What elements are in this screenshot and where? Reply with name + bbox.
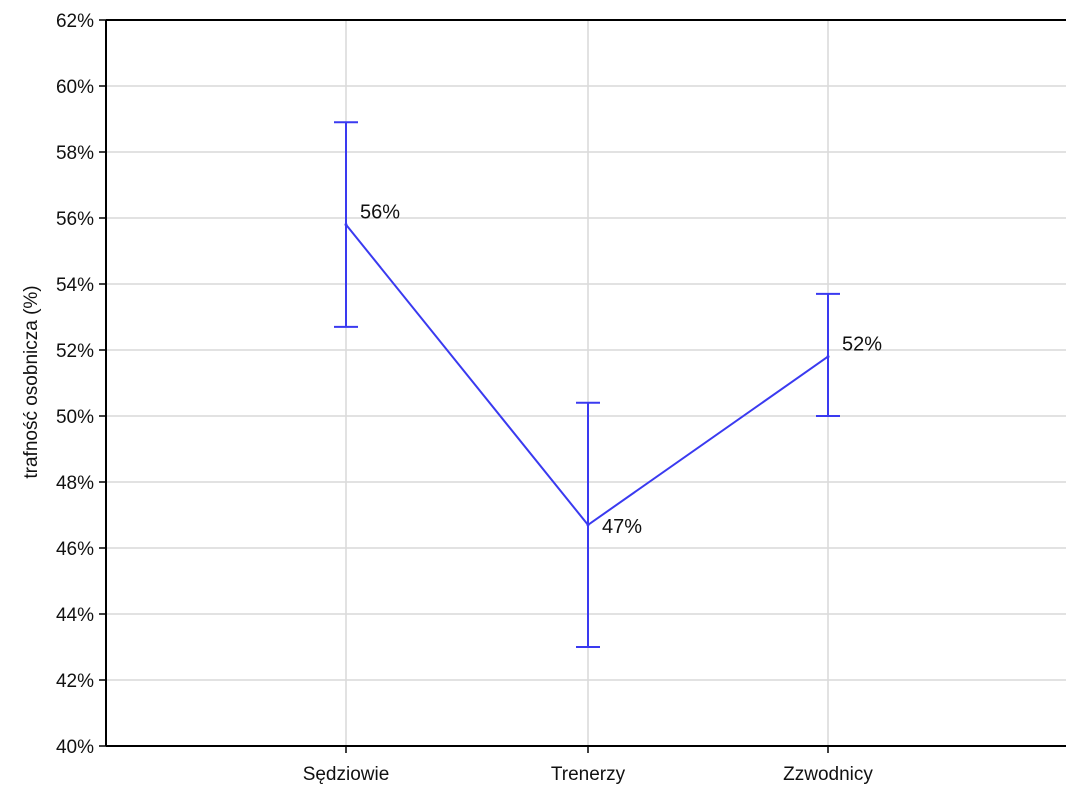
- y-tick-label: 54%: [56, 275, 94, 296]
- x-tick-label: Trenerzy: [551, 764, 626, 785]
- data-point: [586, 523, 590, 527]
- y-tick-label: 48%: [56, 473, 94, 494]
- y-tick-label: 58%: [56, 143, 94, 164]
- y-tick-label: 60%: [56, 77, 94, 98]
- grid-lines: [106, 20, 1066, 746]
- y-tick-label: 52%: [56, 341, 94, 362]
- x-tick-label: Sędziowie: [303, 764, 390, 785]
- labels-layer: 40% 42% 44% 46% 48% 50% 52% 54% 56% 58% 60% 62% Sędz…: [56, 11, 882, 785]
- y-tick-label: 62%: [56, 11, 94, 32]
- y-tick-label: 46%: [56, 539, 94, 560]
- data-label: 47%: [602, 516, 642, 538]
- data-label: 56%: [360, 202, 400, 224]
- data-point: [344, 223, 348, 227]
- y-axis-title: trafność osobnicza (%): [21, 285, 42, 478]
- data-point: [826, 355, 830, 359]
- y-tick-label: 56%: [56, 209, 94, 230]
- y-tick-label: 42%: [56, 671, 94, 692]
- y-tick-label: 40%: [56, 737, 94, 758]
- data-label: 52%: [842, 334, 882, 356]
- series-layer: [334, 121, 840, 648]
- y-tick-label: 50%: [56, 407, 94, 428]
- x-tick-label: Zzwodnicy: [783, 764, 873, 785]
- axes: [99, 19, 1066, 753]
- y-tick-label: 44%: [56, 605, 94, 626]
